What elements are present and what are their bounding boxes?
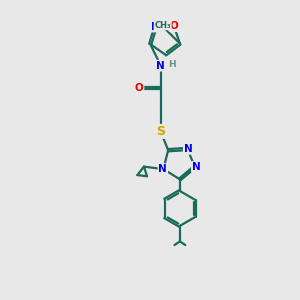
Text: N: N — [192, 162, 201, 172]
Text: H: H — [168, 60, 176, 69]
Text: O: O — [135, 83, 143, 93]
Text: N: N — [151, 22, 160, 32]
Text: CH₃: CH₃ — [154, 21, 171, 30]
Text: N: N — [158, 164, 167, 174]
Text: O: O — [169, 21, 178, 31]
Text: N: N — [156, 61, 165, 71]
Text: S: S — [156, 125, 165, 138]
Text: N: N — [184, 144, 193, 154]
